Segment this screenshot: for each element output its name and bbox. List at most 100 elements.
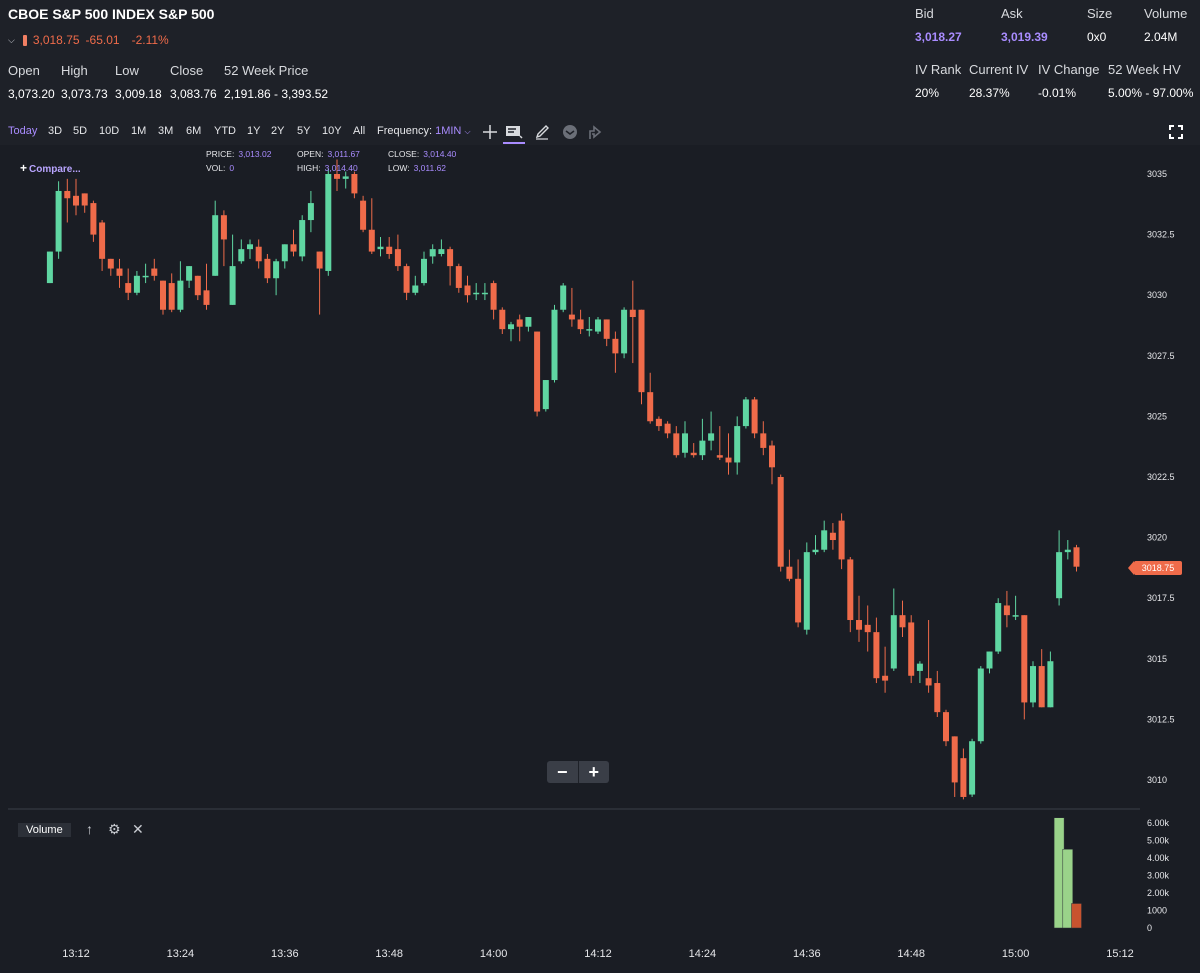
time-axis: 13:12 13:24 13:36 13:48 14:00 14:12 14:24 14:36… <box>62 948 1134 960</box>
close-icon[interactable]: ✕ <box>132 821 144 837</box>
candlesticks <box>46 159 1080 800</box>
week52-price-label: 52 Week Price <box>224 63 309 78</box>
candle-body <box>64 190 71 199</box>
range-6m[interactable]: 6M <box>186 125 202 137</box>
instrument-title: CBOE S&P 500 INDEX S&P 500 <box>8 6 215 22</box>
range-5d[interactable]: 5D <box>73 125 88 137</box>
gear-icon[interactable]: ⚙ <box>108 821 121 837</box>
range-2y[interactable]: 2Y <box>271 125 285 137</box>
study-icon[interactable] <box>503 122 525 144</box>
range-5y[interactable]: 5Y <box>297 125 311 137</box>
candle-body <box>412 285 419 293</box>
frequency-value[interactable]: 1MIN <box>435 125 462 137</box>
high-value: 3,073.73 <box>61 87 108 101</box>
candle-body <box>734 426 741 463</box>
bid-label: Bid <box>915 6 934 21</box>
compare-label: Compare... <box>29 164 81 175</box>
time-tick-label: 13:24 <box>167 948 195 960</box>
range-3d[interactable]: 3D <box>48 125 63 137</box>
alert-icon[interactable] <box>559 122 581 142</box>
last-price-badge: 3018.75 <box>1128 561 1182 575</box>
candle-body <box>916 663 923 671</box>
candle-body <box>803 552 810 630</box>
candle-body <box>203 290 210 305</box>
size-label: Size <box>1087 6 1113 21</box>
range-3m[interactable]: 3M <box>158 125 174 137</box>
chevron-down-icon[interactable]: ⌵ <box>8 34 15 45</box>
fullscreen-icon[interactable] <box>1165 122 1187 142</box>
candle-body <box>186 266 193 281</box>
candle-body <box>99 222 106 259</box>
zoom-out-button[interactable]: − <box>547 761 579 783</box>
chart-toolbar: Today 3D 5D 10D 1M 3M 6M YTD 1Y 2Y 5Y 10… <box>0 122 1200 144</box>
price-tick-label: 3017.5 <box>1147 593 1175 603</box>
candle-body <box>168 283 175 310</box>
range-1y[interactable]: 1Y <box>247 125 261 137</box>
bid-value: 3,018.27 <box>915 30 962 44</box>
candle-body <box>151 268 158 276</box>
legend-close-label: CLOSE: <box>388 149 420 159</box>
candle-body <box>951 736 958 783</box>
last-price-marker <box>22 34 27 46</box>
candle-body <box>194 275 201 296</box>
open-value: 3,073.20 <box>8 87 55 101</box>
candle-body <box>46 251 53 284</box>
price-axis: 3035 3032.5 3030 3027.5 3025 3022.5 3020 3017.5… <box>1147 169 1175 785</box>
legend-open-label: OPEN: <box>297 149 324 159</box>
candle-body <box>882 675 889 681</box>
week52-hv-value: 5.00% - 97.00% <box>1108 86 1194 100</box>
time-tick-label: 14:48 <box>897 948 925 960</box>
candle-body <box>542 380 549 410</box>
volume-tick-label: 3.00k <box>1147 871 1170 881</box>
range-all[interactable]: All <box>353 125 366 137</box>
range-ytd[interactable]: YTD <box>214 125 236 137</box>
range-today[interactable]: Today <box>8 125 38 137</box>
volume-bars <box>1053 817 1082 929</box>
candle-body <box>751 399 758 434</box>
candle-body <box>464 285 471 296</box>
zoom-in-button[interactable]: + <box>588 761 599 782</box>
open-label: Open <box>8 63 40 78</box>
candle-body <box>551 309 558 381</box>
candle-body <box>812 549 819 553</box>
candle-body <box>386 246 393 254</box>
arrow-up-icon[interactable]: ↑ <box>86 821 93 837</box>
frequency-selector[interactable]: Frequency: 1MIN ⌵ <box>377 125 471 137</box>
candle-body <box>890 615 897 669</box>
candle-body <box>647 392 654 422</box>
candle-body <box>742 399 749 427</box>
iv-change-value: -0.01% <box>1038 86 1077 100</box>
legend-open: OPEN: 3,011.67 <box>297 149 360 159</box>
candle-body <box>821 530 828 550</box>
legend-price: PRICE: 3,013.02 <box>206 149 271 159</box>
candle-body <box>560 285 567 310</box>
candle-body <box>629 309 636 318</box>
compare-button[interactable]: + Compare... <box>20 161 81 175</box>
price-tick-label: 3012.5 <box>1147 714 1175 724</box>
range-1m[interactable]: 1M <box>131 125 147 137</box>
candle-body <box>682 433 688 453</box>
volume-tick-label: 0 <box>1147 923 1152 933</box>
candle-body <box>621 309 628 354</box>
candle-body <box>769 445 775 468</box>
legend-price-value: 3,013.02 <box>238 149 272 159</box>
crosshair-icon[interactable] <box>479 122 501 142</box>
range-10y[interactable]: 10Y <box>322 125 342 137</box>
candle-body <box>534 331 541 412</box>
time-tick-label: 14:36 <box>793 948 821 960</box>
candle-body <box>1012 615 1019 617</box>
time-tick-label: 14:00 <box>480 948 508 960</box>
volume-value: 2.04M <box>1144 30 1178 44</box>
range-10d[interactable]: 10D <box>99 125 120 137</box>
candle-body <box>142 275 149 278</box>
share-icon[interactable] <box>585 122 607 142</box>
candle-body <box>455 266 462 288</box>
candle-body <box>394 249 401 267</box>
candle-body <box>1056 552 1063 599</box>
legend-high-label: HIGH: <box>297 163 321 173</box>
price-tick-label: 3030 <box>1147 290 1167 300</box>
price-change: -65.01 <box>85 33 120 47</box>
pencil-icon[interactable] <box>531 122 553 142</box>
candle-body <box>316 251 323 269</box>
